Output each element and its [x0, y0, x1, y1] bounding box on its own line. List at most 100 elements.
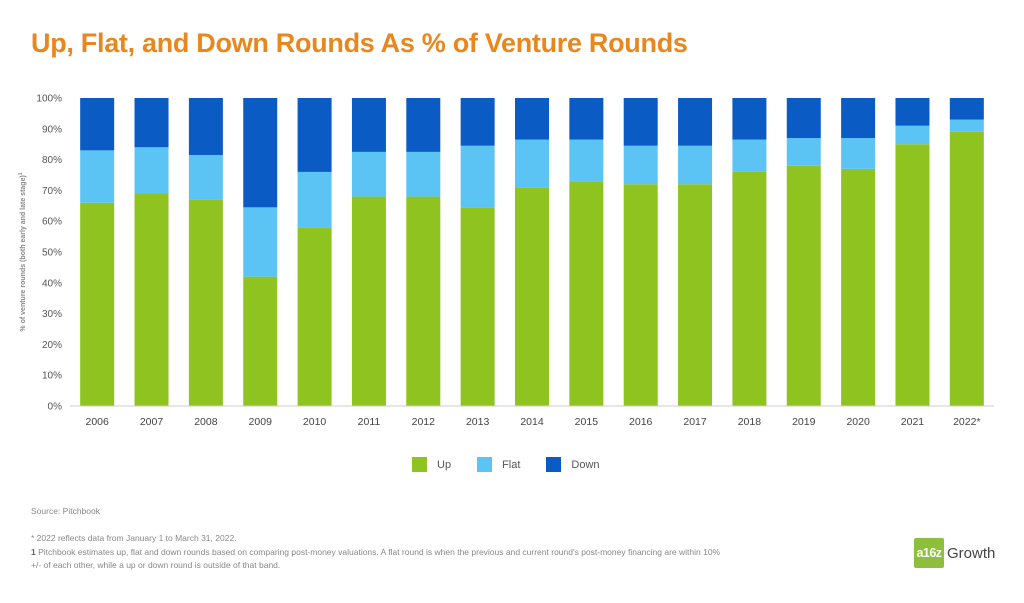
bar-segment-flat	[786, 138, 821, 166]
legend: Up Flat Down	[412, 457, 600, 472]
y-tick-label: 40%	[42, 278, 62, 289]
footnote-methodology-text: Pitchbook estimates up, flat and down ro…	[31, 546, 721, 571]
bar-segment-flat	[243, 207, 278, 277]
y-tick-label: 100%	[36, 94, 62, 105]
y-tick-label: 80%	[42, 155, 62, 166]
x-tick-label: 2019	[792, 416, 816, 428]
bar-segment-up	[623, 184, 658, 406]
legend-item-flat: Flat	[477, 457, 520, 472]
bar-segment-up	[841, 168, 876, 406]
a16z-growth-logo: a16z Growth	[914, 538, 995, 568]
x-tick-label: 2007	[140, 416, 164, 428]
bar-segment-down	[841, 98, 876, 139]
bar-segment-down	[80, 98, 115, 151]
bar-segment-up	[786, 165, 821, 406]
bar-segment-flat	[949, 119, 984, 132]
bar-segment-up	[569, 181, 604, 406]
y-tick-label: 50%	[42, 248, 62, 259]
legend-swatch-flat	[477, 457, 493, 472]
x-tick-label: 2008	[194, 416, 218, 428]
y-tick-label: 20%	[42, 340, 62, 351]
bar-segment-up	[243, 276, 278, 406]
bar-segment-down	[297, 98, 332, 172]
legend-label-up: Up	[437, 458, 452, 471]
bar-segment-up	[297, 227, 332, 406]
chart-title: Up, Flat, and Down Rounds As % of Ventur…	[31, 28, 688, 58]
y-axis-label-superscript: 1	[18, 172, 24, 175]
bar-segment-flat	[460, 145, 495, 208]
bar-segment-flat	[188, 154, 223, 200]
bar-segment-down	[786, 98, 821, 139]
bar-segment-down	[351, 98, 386, 152]
y-tick-label: 10%	[42, 371, 62, 382]
logo-badge: a16z	[914, 538, 944, 568]
bar-segment-down	[243, 98, 278, 208]
bar-segment-flat	[515, 139, 549, 188]
x-tick-label: 2018	[738, 416, 762, 428]
bar-segment-flat	[623, 145, 658, 185]
bar-segment-flat	[351, 151, 386, 197]
bar-segment-flat	[134, 147, 169, 194]
bar-segment-down	[569, 98, 604, 140]
x-tick-label: 2013	[466, 416, 490, 428]
bar-segment-down	[895, 98, 930, 126]
bar-segment-flat	[406, 151, 441, 197]
footnote-methodology: 1 Pitchbook estimates up, flat and down …	[31, 546, 731, 573]
legend-swatch-down	[546, 457, 562, 472]
bar-segment-up	[188, 199, 223, 406]
y-tick-label: 70%	[42, 186, 62, 197]
legend-swatch-up	[412, 457, 427, 472]
legend-item-down: Down	[546, 457, 600, 472]
legend-label-down: Down	[571, 458, 600, 471]
bar-segment-flat	[841, 138, 876, 169]
bar-segment-flat	[895, 125, 930, 145]
bar-segment-up	[80, 202, 115, 406]
x-tick-label: 2012	[412, 416, 436, 428]
y-axis-label-text: % of venture rounds (both early and late…	[20, 175, 27, 331]
bar-segment-up	[460, 207, 495, 406]
x-tick-label: 2006	[85, 416, 109, 428]
y-axis-label: % of venture rounds (both early and late…	[18, 172, 27, 331]
x-tick-label: 2017	[683, 416, 707, 428]
footnote-2022: * 2022 reflects data from January 1 to M…	[31, 533, 237, 543]
x-tick-label: 2014	[520, 416, 544, 428]
bar-segment-up	[351, 196, 386, 406]
x-tick-label: 2009	[249, 416, 273, 428]
bar-segment-down	[732, 98, 767, 140]
footnote-marker: 1	[31, 546, 36, 557]
bar-segment-down	[406, 98, 441, 152]
bar-segment-up	[949, 131, 984, 406]
y-tick-label: 60%	[42, 217, 62, 228]
bar-segment-up	[732, 171, 767, 406]
bar-segment-flat	[297, 171, 332, 228]
bar-segment-up	[515, 187, 549, 406]
bar-segment-down	[460, 98, 495, 146]
x-tick-label: 2011	[358, 416, 381, 428]
bar-segment-up	[678, 184, 713, 406]
legend-item-up: Up	[412, 457, 451, 472]
legend-label-flat: Flat	[502, 458, 521, 471]
y-tick-label: 0%	[48, 402, 63, 413]
bar-segment-up	[895, 144, 930, 406]
y-tick-label: 30%	[42, 309, 62, 320]
bar-segment-flat	[678, 145, 713, 185]
x-tick-label: 2020	[846, 416, 870, 428]
bar-segment-down	[623, 98, 658, 146]
bar-segment-flat	[569, 139, 604, 182]
logo-text: Growth	[947, 544, 996, 562]
x-tick-label: 2016	[629, 416, 653, 428]
source-note: Source: Pitchbook	[31, 506, 100, 516]
bar-segment-flat	[80, 150, 115, 203]
x-tick-label: 2015	[575, 416, 599, 428]
x-tick-label: 2021	[901, 416, 925, 428]
x-tick-label: 2022*	[953, 416, 980, 428]
bar-segment-down	[134, 98, 169, 148]
bar-segment-down	[188, 98, 223, 155]
x-tick-label: 2010	[303, 416, 327, 428]
y-tick-label: 90%	[42, 124, 62, 135]
bar-segment-flat	[732, 139, 767, 172]
bar-segment-down	[515, 98, 549, 140]
bar-segment-up	[406, 196, 441, 406]
bar-segment-down	[678, 98, 713, 146]
